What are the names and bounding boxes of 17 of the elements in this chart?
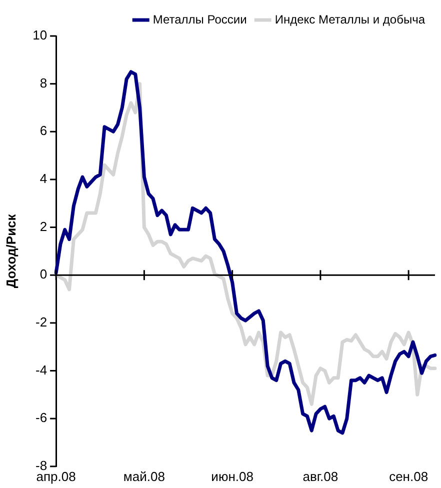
y-tick-label: -2 (35, 314, 48, 330)
y-tick-label: -6 (35, 410, 48, 426)
y-tick-label: 0 (40, 266, 48, 282)
y-axis-title: Доход/Риск (3, 214, 18, 288)
x-tick-label: май.08 (123, 468, 165, 484)
legend-label: Металлы России (152, 12, 247, 26)
x-tick-label: сен.08 (389, 468, 428, 484)
legend-label: Индекс Металлы и добыча (274, 12, 426, 26)
y-tick-label: 6 (40, 123, 48, 138)
y-tick-label: -8 (35, 458, 48, 473)
y-tick-label: 2 (40, 218, 48, 234)
y-tick-label: 4 (40, 171, 48, 186)
y-tick-label: -4 (35, 362, 48, 378)
y-tick-label: 10 (32, 28, 48, 43)
x-tick-label: июн.08 (211, 468, 254, 484)
y-tick-label: 8 (40, 75, 48, 90)
x-tick-label: авг.08 (302, 468, 338, 484)
